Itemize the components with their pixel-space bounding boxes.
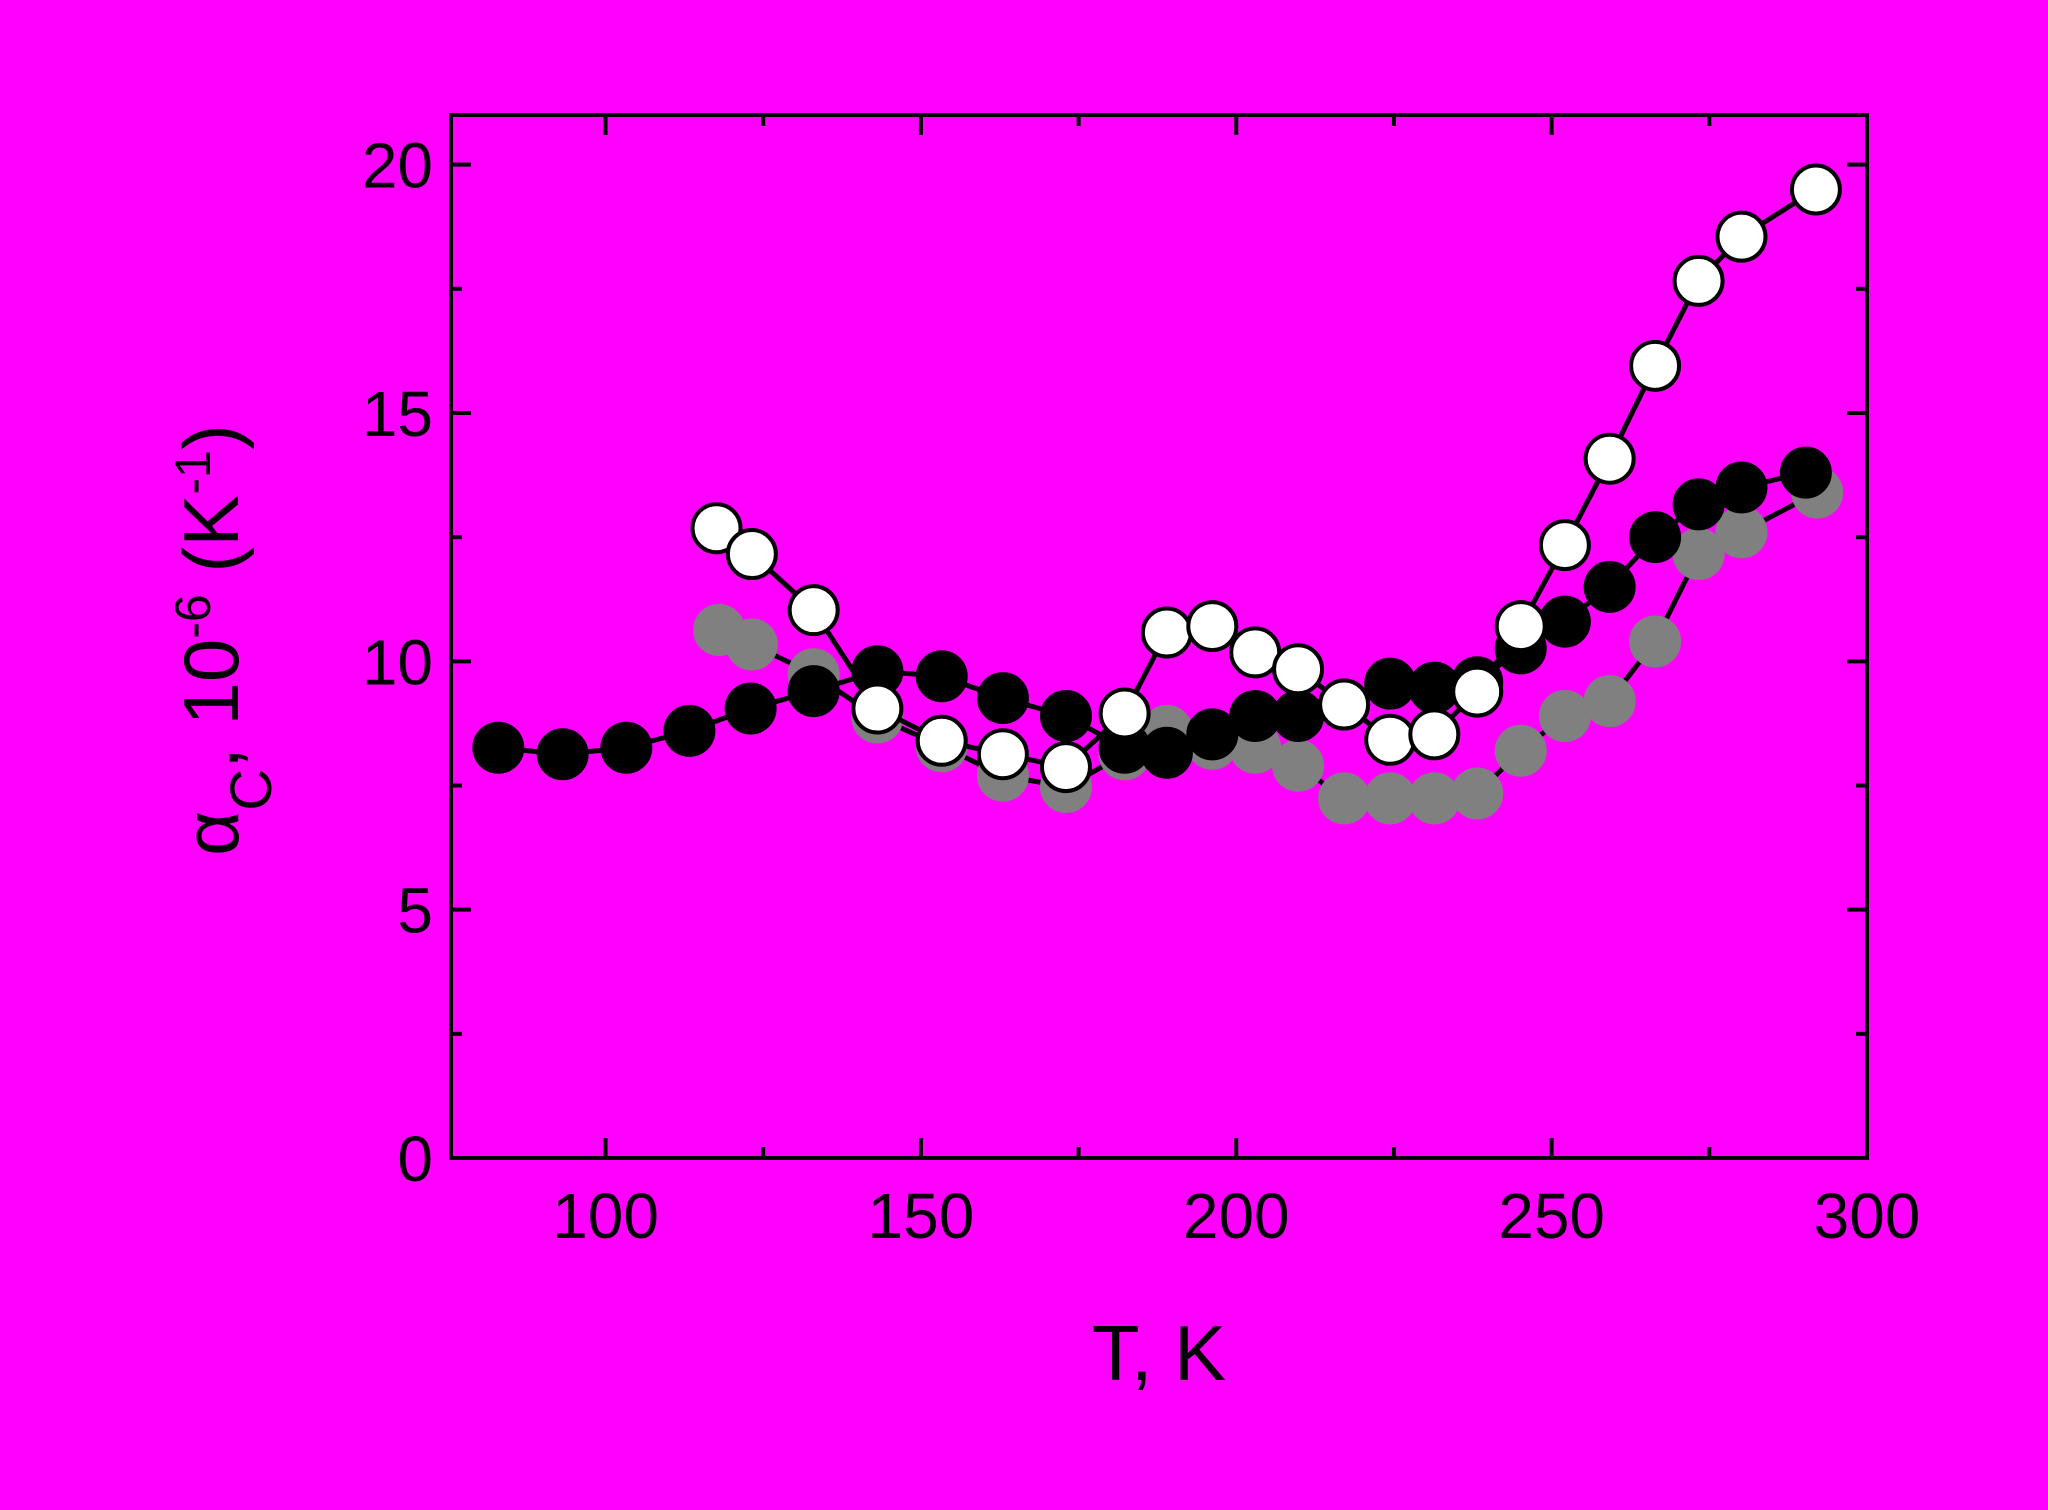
data-point (1318, 772, 1371, 825)
data-point (1272, 739, 1325, 792)
data-point (663, 704, 716, 757)
data-point (915, 714, 968, 767)
y-title-unit: (K (167, 495, 255, 595)
data-point (725, 528, 778, 581)
data-point (1672, 528, 1725, 581)
data-point (787, 584, 840, 637)
data-point (1494, 724, 1547, 777)
data-point (1272, 643, 1325, 696)
data-point (787, 665, 840, 718)
y-title-symbol: α (167, 811, 255, 856)
y-title-superscript: -6 (165, 594, 221, 638)
y-tick-label: 15 (362, 378, 433, 450)
data-point (1408, 708, 1461, 761)
data-point (724, 682, 777, 735)
y-title-unit-superscript: -1 (165, 450, 221, 494)
data-point (1408, 661, 1461, 714)
data-point (690, 502, 743, 555)
data-point (976, 672, 1029, 725)
data-point (1408, 772, 1461, 825)
data-point (1538, 519, 1591, 572)
data-point (1583, 560, 1636, 613)
data-point (1451, 665, 1504, 718)
data-point (1583, 432, 1636, 485)
data-point (1494, 600, 1547, 653)
data-point (1318, 678, 1371, 731)
y-tick-label: 10 (362, 626, 433, 698)
data-point (472, 721, 525, 774)
y-title-subscript: C (219, 769, 284, 811)
y-tick-label: 5 (397, 875, 433, 947)
data-point (1364, 713, 1417, 766)
y-axis-title: αC, 10-6 (K-1) (165, 424, 284, 856)
y-title-text: , 10 (167, 639, 255, 769)
data-point (600, 721, 653, 774)
data-point (1789, 163, 1842, 216)
data-point (1715, 210, 1768, 263)
x-tick-label: 200 (1183, 1180, 1290, 1252)
data-point (1715, 461, 1768, 514)
data-point (1583, 675, 1636, 728)
y-tick-label: 0 (397, 1123, 433, 1195)
data-point (1364, 772, 1417, 825)
y-tick-label: 20 (362, 130, 433, 202)
data-point (1098, 687, 1151, 740)
data-point (1538, 595, 1591, 648)
data-point (536, 728, 589, 781)
data-point (1629, 339, 1682, 392)
y-title-close: ) (167, 424, 255, 450)
data-point (1629, 511, 1682, 564)
data-point (1186, 600, 1239, 653)
data-point (1229, 689, 1282, 742)
data-point (976, 728, 1029, 781)
data-point (915, 650, 968, 703)
data-point (1672, 478, 1725, 531)
x-tick-label: 150 (868, 1180, 975, 1252)
data-point (1629, 615, 1682, 668)
x-tick-label: 100 (552, 1180, 659, 1252)
data-point (1364, 657, 1417, 710)
data-point (1538, 689, 1591, 742)
data-point (1140, 726, 1193, 779)
data-point (1140, 606, 1193, 659)
data-point (1715, 506, 1768, 559)
data-point (1779, 446, 1832, 499)
x-axis-title: T, K (1092, 1309, 1226, 1397)
data-point (725, 618, 778, 671)
data-point (1272, 689, 1325, 742)
data-point (1229, 626, 1282, 679)
data-point (1039, 689, 1092, 742)
data-point (1672, 254, 1725, 307)
data-point (1186, 708, 1239, 761)
data-point (1451, 767, 1504, 820)
data-point (851, 682, 904, 735)
data-point (1039, 741, 1092, 794)
x-tick-label: 300 (1814, 1180, 1921, 1252)
x-tick-label: 250 (1498, 1180, 1605, 1252)
plot-frame (449, 113, 1869, 1160)
